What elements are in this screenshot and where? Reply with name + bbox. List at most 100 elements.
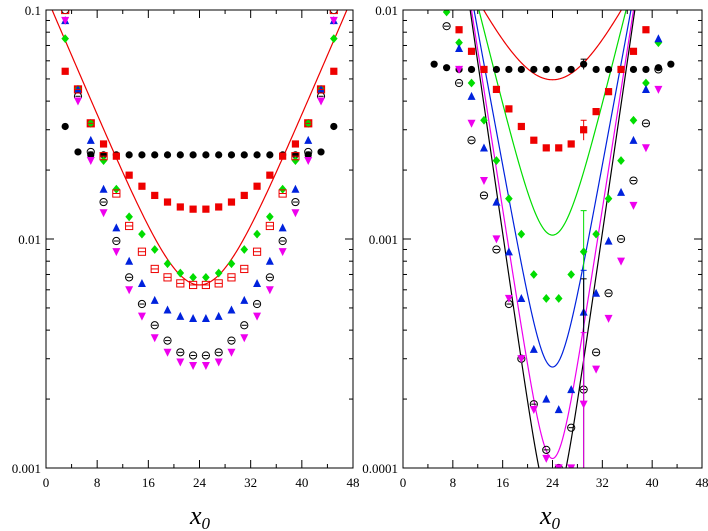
data-point [214, 268, 223, 278]
data-point [604, 314, 613, 323]
x-tick-label: 24 [193, 475, 207, 490]
data-point [73, 97, 82, 106]
data-point [189, 151, 197, 159]
data-point [163, 151, 172, 159]
data-point [505, 105, 513, 113]
data-point [467, 47, 476, 55]
data-point [592, 348, 601, 357]
data-point [529, 405, 538, 414]
x-tick-label: 0 [43, 475, 50, 490]
data-point [99, 140, 108, 148]
data-point [278, 184, 287, 194]
data-point [215, 151, 223, 159]
data-point [492, 245, 501, 254]
data-point [240, 245, 249, 254]
data-point [265, 256, 274, 265]
data-point [455, 26, 463, 34]
data-point [579, 400, 588, 409]
data-point [317, 148, 325, 156]
data-point [567, 423, 576, 432]
data-point [137, 278, 146, 287]
data-point [567, 140, 575, 148]
data-point [86, 119, 95, 128]
data-point [151, 191, 159, 200]
series-magenta-triangle-down [455, 65, 663, 468]
data-point [455, 65, 464, 74]
data-point [201, 351, 210, 360]
data-point [291, 209, 300, 218]
right-frame [402, 9, 703, 469]
fit-curve-red-fit [482, 10, 623, 81]
series-blue-triangle-up [61, 16, 338, 323]
data-point [240, 295, 249, 304]
x-tick-label: 16 [496, 475, 510, 490]
data-point [480, 115, 488, 125]
data-point [61, 67, 69, 75]
data-point [61, 122, 69, 131]
data-point [542, 394, 551, 403]
data-point [137, 312, 146, 321]
data-point [542, 445, 551, 454]
data-point [150, 321, 159, 330]
series-black-circle [61, 122, 338, 159]
data-point [579, 247, 588, 257]
data-point [176, 268, 185, 278]
data-point [137, 247, 147, 256]
data-point [629, 176, 638, 185]
data-point [467, 136, 476, 145]
data-point [330, 34, 338, 44]
data-point [617, 257, 626, 266]
data-point [291, 151, 300, 159]
x-tick-label: 24 [546, 475, 560, 490]
data-point [654, 64, 662, 72]
data-point [542, 65, 550, 74]
data-point [580, 126, 588, 134]
data-point [99, 151, 108, 159]
data-point [616, 234, 626, 244]
x-tick-label: 48 [347, 475, 360, 490]
data-point [214, 311, 223, 320]
data-point [265, 286, 274, 295]
series-green-diamond [61, 34, 338, 282]
data-point [530, 136, 538, 144]
data-point [265, 221, 274, 231]
series-black-open-circle [442, 22, 663, 468]
data-point [629, 65, 638, 74]
data-point [163, 348, 172, 357]
data-point [227, 305, 236, 314]
left-ticks: 0 8 16 24 32 40 48 0.001 0.01 0.1 [12, 3, 360, 490]
data-point [125, 212, 133, 222]
data-point [542, 454, 551, 463]
data-point [517, 355, 526, 364]
series-green-diamond [442, 10, 663, 323]
x-tick-label: 48 [696, 475, 708, 490]
data-point [604, 289, 613, 298]
series-black-open-circle [61, 10, 338, 360]
x-tick-label: 32 [244, 475, 257, 490]
data-point [125, 151, 133, 159]
data-point [654, 65, 663, 74]
data-point [125, 221, 134, 231]
data-point [467, 65, 476, 74]
data-point [227, 336, 236, 345]
data-point [99, 184, 108, 193]
left-plot-area [51, 10, 348, 371]
data-point [654, 34, 663, 43]
data-point [253, 151, 261, 159]
data-point [467, 78, 476, 88]
data-point [176, 348, 185, 357]
data-point [86, 135, 95, 144]
y-tick-label: 0.001 [12, 461, 41, 476]
data-point [99, 197, 108, 207]
data-point [176, 151, 184, 159]
data-point [189, 205, 197, 213]
fit-curve-red-fit [51, 10, 348, 286]
data-point [265, 273, 274, 282]
fit-curve-black-flat-fit [403, 6, 702, 8]
data-point [176, 358, 185, 367]
data-point [137, 299, 147, 309]
data-point [505, 65, 513, 74]
data-point [517, 294, 526, 303]
data-point [99, 152, 108, 161]
